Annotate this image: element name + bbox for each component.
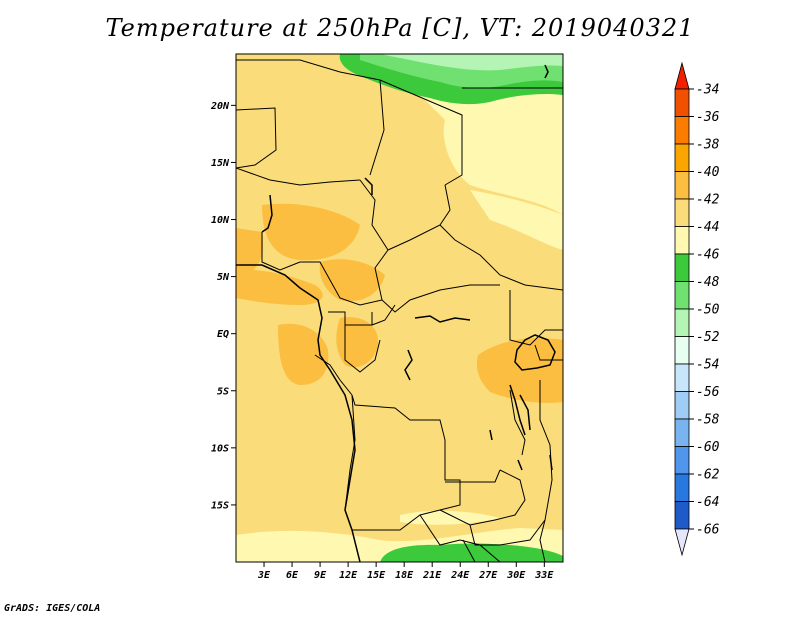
colorbar-label: -64 bbox=[696, 495, 719, 510]
longitude-tick-label: 3E bbox=[257, 570, 271, 581]
longitude-tick-label: 6E bbox=[286, 570, 299, 581]
colorbar-label: -44 bbox=[696, 220, 719, 235]
latitude-tick-label: EQ bbox=[217, 329, 229, 340]
colorbar-label: -40 bbox=[696, 165, 720, 180]
longitude-tick-label: 15E bbox=[367, 570, 386, 581]
colorbar-segment bbox=[674, 281, 690, 310]
colorbar-segment bbox=[674, 363, 690, 392]
colorbar-segment bbox=[674, 116, 690, 145]
longitude-tick-label: 21E bbox=[422, 570, 442, 581]
longitude-tick-label: 27E bbox=[478, 570, 498, 581]
colorbar-label: -50 bbox=[696, 303, 720, 318]
colorbar-segment bbox=[674, 501, 690, 530]
colorbar-segment bbox=[674, 418, 690, 447]
colorbar-bottom-arrow bbox=[674, 528, 690, 557]
colorbar-label: -58 bbox=[696, 413, 720, 428]
colorbar-label: -42 bbox=[696, 193, 720, 208]
colorbar-label: -66 bbox=[696, 523, 720, 538]
longitude-tick-label: 30E bbox=[506, 570, 526, 581]
coastlines bbox=[236, 64, 556, 562]
colorbar: -34 -36 -38 -40 -42 -44 -46 -48 -50 -52 -54 -56 -58 -… bbox=[674, 61, 720, 557]
colorbar-label: -56 bbox=[696, 385, 720, 400]
map-frame bbox=[235, 53, 564, 563]
colorbar-label: -54 bbox=[696, 358, 719, 373]
colorbar-segment bbox=[674, 88, 690, 117]
longitude-tick-label: 9E bbox=[314, 570, 327, 581]
colorbar-segment bbox=[674, 198, 690, 227]
colorbar-segment bbox=[674, 446, 690, 475]
longitude-axis: 3E 6E 9E 12E 15E 18E 21E 24E 27E 30E 33E bbox=[257, 562, 554, 581]
colorbar-segment bbox=[674, 253, 690, 282]
colorbar-segment bbox=[674, 143, 690, 172]
latitude-tick-label: 10N bbox=[211, 215, 230, 226]
map-plot-area bbox=[236, 54, 563, 562]
colorbar-top-arrow bbox=[674, 61, 690, 90]
country-boundaries bbox=[236, 59, 563, 562]
temperature-field-cold-regions bbox=[339, 54, 563, 562]
latitude-tick-label: 15S bbox=[211, 500, 229, 511]
longitude-tick-label: 33E bbox=[534, 570, 554, 581]
colorbar-segment bbox=[674, 171, 690, 200]
colorbar-label: -52 bbox=[696, 330, 720, 345]
latitude-tick-label: 10S bbox=[211, 443, 229, 454]
colorbar-label: -48 bbox=[696, 275, 720, 290]
grads-credit: GrADS: IGES/COLA bbox=[4, 603, 101, 614]
colorbar-label: -60 bbox=[696, 440, 720, 455]
colorbar-segment bbox=[674, 308, 690, 337]
colorbar-label: -34 bbox=[696, 83, 719, 98]
latitude-tick-label: 15N bbox=[211, 158, 230, 169]
colorbar-label: -36 bbox=[696, 110, 720, 125]
latitude-tick-label: 5N bbox=[217, 272, 230, 283]
colorbar-label: -62 bbox=[696, 468, 720, 483]
latitude-tick-label: 5S bbox=[217, 386, 229, 397]
longitude-tick-label: 12E bbox=[339, 570, 358, 581]
map-title: Temperature at 250hPa [C], VT: 201904032… bbox=[105, 14, 695, 42]
colorbar-label: -38 bbox=[696, 138, 720, 153]
longitude-tick-label: 18E bbox=[395, 570, 414, 581]
colorbar-segment bbox=[674, 336, 690, 365]
latitude-tick-label: 20N bbox=[210, 101, 230, 112]
latitude-axis: 20N 15N 10N 5N EQ 5S 10S 15S bbox=[210, 101, 236, 511]
colorbar-segment bbox=[674, 226, 690, 255]
colorbar-label: -46 bbox=[696, 248, 720, 263]
colorbar-segment bbox=[674, 391, 690, 420]
longitude-tick-label: 24E bbox=[450, 570, 470, 581]
colorbar-segment bbox=[674, 473, 690, 502]
